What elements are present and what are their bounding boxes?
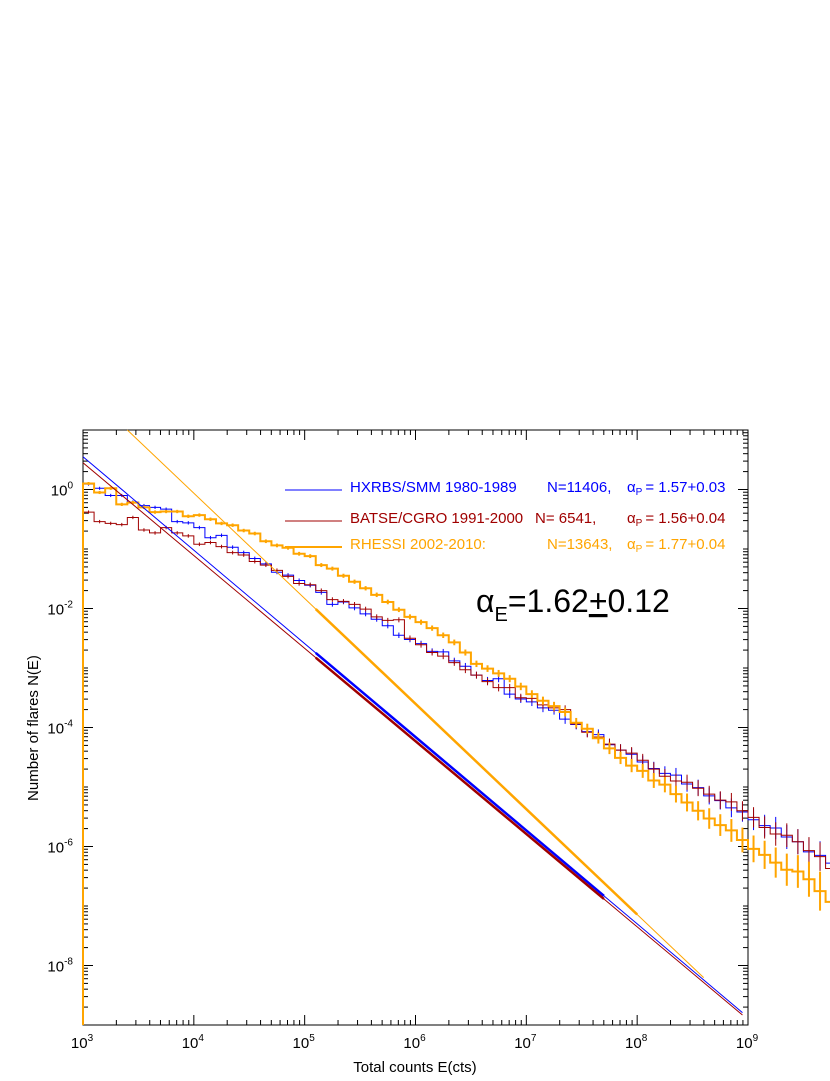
annotation-value: =1.62 xyxy=(508,583,589,619)
x-tick-label: 105 xyxy=(293,1033,316,1052)
x-tick-base: 10 xyxy=(514,1035,531,1052)
y-tick-label: 10-4 xyxy=(47,719,73,738)
legend-alpha-symbol: α xyxy=(627,536,636,553)
histogram-1 xyxy=(82,511,830,1025)
annotation-pm: + xyxy=(589,583,608,619)
histograms xyxy=(82,482,830,1025)
fit-line-heavy-1 xyxy=(314,656,605,900)
x-tick-base: 10 xyxy=(182,1035,199,1052)
x-tick-base: 10 xyxy=(625,1035,642,1052)
x-tick-label: 104 xyxy=(182,1033,205,1052)
y-tick-base: 10 xyxy=(47,721,64,738)
y-tick-label: 10-8 xyxy=(47,957,73,976)
y-tick-exp: 0 xyxy=(67,481,73,492)
axis-ticks xyxy=(82,430,748,1026)
y-tick-label: 10-6 xyxy=(47,838,73,857)
x-tick-exp: 4 xyxy=(198,1033,204,1044)
x-tick-exp: 9 xyxy=(753,1033,759,1044)
y-tick-exp: -8 xyxy=(64,957,73,968)
fit-line-heavy-2 xyxy=(314,608,639,916)
x-tick-label: 107 xyxy=(514,1033,537,1052)
x-tick-base: 10 xyxy=(293,1035,310,1052)
x-tick-label: 109 xyxy=(736,1033,759,1052)
x-tick-base: 10 xyxy=(403,1035,420,1052)
alpha-e-annotation: αE=1.62+0.12 xyxy=(476,583,670,626)
y-tick-exp: -6 xyxy=(64,838,73,849)
y-axis-label: Number of flares N(E) xyxy=(25,655,42,801)
histogram-2 xyxy=(82,482,830,1025)
y-tick-base: 10 xyxy=(47,959,64,976)
x-tick-exp: 3 xyxy=(88,1033,94,1044)
legend-count-hxrbs: N=11406, xyxy=(547,479,611,496)
fit-line-heavy-0 xyxy=(314,651,605,897)
x-axis-label: Total counts E(cts) xyxy=(353,1059,476,1076)
x-tick-label: 103 xyxy=(71,1033,94,1052)
power-law-fits xyxy=(82,429,743,1016)
legend-alpha-rhessi: αP = 1.77+0.04 xyxy=(627,536,725,555)
x-tick-exp: 8 xyxy=(642,1033,648,1044)
y-tick-label: 10-2 xyxy=(47,600,73,619)
x-tick-label: 108 xyxy=(625,1033,648,1052)
legend-alpha-sub: P xyxy=(636,487,643,498)
y-tick-exp: -2 xyxy=(64,600,73,611)
y-tick-base: 10 xyxy=(47,840,64,857)
y-tick-base: 10 xyxy=(47,602,64,619)
y-tick-base: 10 xyxy=(51,483,68,500)
x-tick-exp: 7 xyxy=(531,1033,537,1044)
annotation-error: 0.12 xyxy=(608,583,670,619)
legend-name-rhessi: RHESSI 2002-2010: xyxy=(350,536,486,553)
legend-name-hxrbs: HXRBS/SMM 1980-1989 xyxy=(350,479,517,496)
legend-alpha-value: = 1.77+0.04 xyxy=(645,536,725,553)
x-tick-base: 10 xyxy=(71,1035,88,1052)
legend-count-rhessi: N=13643, xyxy=(547,536,612,553)
legend-alpha-sub: P xyxy=(636,518,643,529)
x-tick-labels: 103 104 105 106 107 108 109 xyxy=(71,1033,759,1052)
x-tick-exp: 6 xyxy=(420,1033,426,1044)
legend-count-batse: N= 6541, xyxy=(535,510,596,527)
y-tick-exp: -4 xyxy=(64,719,73,730)
legend-alpha-value: = 1.56+0.04 xyxy=(645,510,725,527)
histogram-0 xyxy=(82,483,830,1025)
legend-alpha-symbol: α xyxy=(627,479,636,496)
legend-name-batse: BATSE/CGRO 1991-2000 xyxy=(350,510,523,527)
annotation-sub: E xyxy=(495,604,508,626)
legend-alpha-sub: P xyxy=(636,544,643,555)
legend: HXRBS/SMM 1980-1989 N=11406, αP = 1.57+0.… xyxy=(285,479,725,555)
legend-alpha-hxrbs: αP = 1.57+0.03 xyxy=(627,479,725,498)
annotation-alpha: α xyxy=(476,583,495,619)
y-tick-label: 100 xyxy=(51,481,74,500)
legend-alpha-batse: αP = 1.56+0.04 xyxy=(627,510,725,529)
legend-alpha-value: = 1.57+0.03 xyxy=(645,479,725,496)
x-tick-label: 106 xyxy=(403,1033,426,1052)
x-tick-exp: 5 xyxy=(309,1033,315,1044)
legend-alpha-symbol: α xyxy=(627,510,636,527)
x-tick-base: 10 xyxy=(736,1035,753,1052)
